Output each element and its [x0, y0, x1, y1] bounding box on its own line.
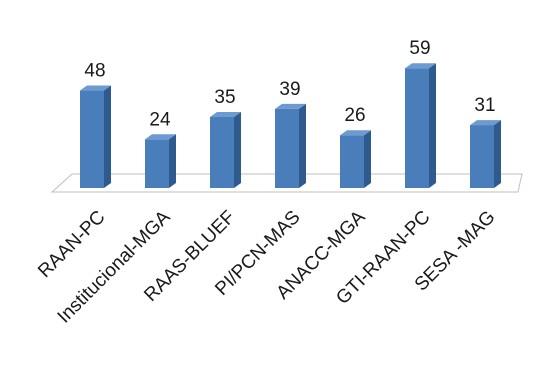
- bar-side: [364, 130, 371, 188]
- bar-side: [104, 85, 111, 188]
- category-label: Institucional-MGA: [54, 206, 175, 327]
- bar-top: [210, 111, 241, 117]
- bar-2: [145, 134, 176, 188]
- data-label: 39: [279, 79, 300, 100]
- data-label: 48: [84, 61, 105, 82]
- bar-top: [340, 130, 371, 136]
- bars-group: [80, 63, 501, 189]
- bar-top: [405, 63, 436, 69]
- data-label: 24: [149, 109, 171, 130]
- bar-front: [210, 116, 234, 188]
- bar-side: [299, 103, 306, 188]
- data-label: 35: [214, 87, 235, 108]
- data-label: 59: [409, 38, 430, 59]
- bar-side: [494, 120, 501, 188]
- bar-front: [275, 108, 299, 188]
- data-label: 31: [474, 95, 495, 116]
- bar-front: [470, 125, 494, 188]
- bar-7: [470, 120, 501, 188]
- bar-front: [340, 135, 364, 188]
- bar-top: [470, 120, 501, 126]
- bar-top: [145, 134, 176, 140]
- bar-4: [275, 103, 306, 188]
- bar-front: [405, 68, 429, 188]
- bar-top: [275, 103, 306, 109]
- category-labels-group: RAAN-PCInstitucional-MGARAAS-BLUEFPI/PCN…: [34, 206, 499, 327]
- bar-side: [429, 63, 436, 189]
- bar-top: [80, 85, 111, 91]
- bar-side: [234, 111, 241, 188]
- data-label: 26: [344, 105, 365, 126]
- bar-1: [80, 85, 111, 188]
- bar-front: [80, 90, 104, 188]
- bar-front: [145, 139, 169, 188]
- bar-5: [340, 130, 371, 188]
- bar-3: [210, 111, 241, 188]
- data-labels-group: 48 24 35 39 26 59 31: [84, 38, 495, 130]
- bar-side: [169, 134, 176, 188]
- bar-6: [405, 63, 436, 189]
